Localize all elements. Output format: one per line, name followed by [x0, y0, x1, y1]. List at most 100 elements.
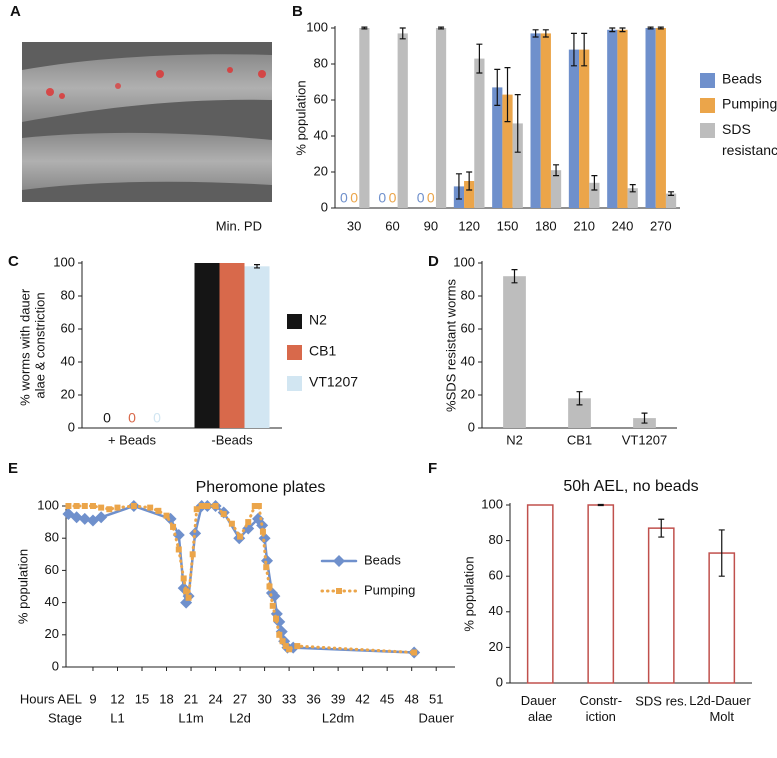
micrograph — [22, 42, 272, 202]
marker — [175, 546, 182, 553]
x-tick-label: 9 — [89, 691, 96, 706]
error-bar — [581, 32, 588, 67]
y-tick-label: 40 — [461, 353, 475, 368]
marker — [245, 519, 252, 526]
y-tick-label: 20 — [61, 386, 75, 401]
marker — [204, 503, 211, 509]
x-tick-label: 15 — [135, 691, 149, 706]
marker — [259, 528, 266, 535]
line — [67, 504, 416, 654]
value-label: 0 — [417, 190, 425, 206]
y-tick-label: 80 — [61, 287, 75, 302]
error-bar — [438, 26, 445, 30]
marker — [282, 643, 289, 650]
bar — [492, 87, 503, 208]
y-tick-label: 60 — [61, 320, 75, 335]
bar — [568, 49, 580, 208]
bar — [540, 33, 551, 209]
error-bar — [532, 29, 539, 38]
bar — [645, 28, 656, 208]
legend-label: CB1 — [309, 343, 336, 359]
value-label: 0 — [128, 410, 136, 426]
x-tick-label: 33 — [282, 691, 296, 706]
bar — [647, 527, 675, 684]
y-tick-label: 0 — [68, 419, 75, 434]
bar — [655, 28, 666, 208]
y-tick-label: 80 — [45, 530, 59, 545]
y-axis-label: % population — [293, 80, 308, 155]
x-tick-label: 150 — [497, 218, 519, 233]
y-tick-label: 0 — [496, 674, 503, 689]
value-label: 0 — [103, 410, 111, 426]
error-bar — [609, 27, 616, 33]
marker — [276, 631, 283, 638]
x-tick-label: 42 — [355, 691, 369, 706]
marker — [114, 504, 121, 511]
marker — [273, 615, 280, 622]
marker — [130, 503, 137, 509]
y-tick-label: 60 — [489, 568, 503, 583]
bar — [589, 182, 600, 208]
marker — [81, 503, 88, 509]
bar — [526, 504, 554, 684]
x-tick-label: VT1207 — [622, 432, 668, 447]
legend-label: Beads — [364, 552, 401, 567]
stage: L1 — [110, 710, 124, 725]
legend-label: N2 — [309, 312, 327, 328]
y-tick-label: 20 — [45, 626, 59, 641]
x-tick-label: 30 — [347, 218, 361, 233]
value-label: 0 — [153, 410, 161, 426]
marker — [106, 506, 113, 513]
y-tick-label: 60 — [461, 320, 475, 335]
marker — [170, 523, 177, 530]
y-tick-label: 100 — [53, 254, 75, 269]
marker — [255, 503, 262, 509]
panel-label: D — [428, 253, 439, 270]
y-tick-label: 40 — [45, 594, 59, 609]
y-tick-label: 60 — [314, 91, 328, 106]
marker — [212, 503, 219, 509]
bar — [568, 398, 591, 428]
y-axis-label: % population — [15, 549, 30, 624]
marker — [228, 520, 235, 527]
marker — [220, 511, 227, 518]
stage: L2d — [229, 710, 251, 725]
y-tick-label: 0 — [468, 419, 475, 434]
error-bar — [629, 184, 636, 193]
x-tick-label: 45 — [380, 691, 394, 706]
error-bar — [542, 29, 549, 38]
legend-swatch — [700, 98, 715, 113]
stage: L2dm — [322, 710, 355, 725]
legend-label: Pumping — [364, 582, 415, 597]
error-bar — [718, 529, 725, 577]
bar — [665, 193, 677, 208]
marker — [180, 575, 187, 582]
marker — [286, 646, 293, 653]
y-tick-label: 100 — [37, 497, 59, 512]
marker — [198, 503, 205, 509]
x-axis-label: Min. PD — [216, 218, 262, 233]
bar — [587, 504, 615, 684]
y-axis-label: %SDS resistant worms — [443, 279, 458, 412]
marker — [193, 506, 200, 513]
bar — [244, 266, 270, 428]
x-tick-label: N2 — [506, 432, 523, 447]
bar — [530, 33, 541, 209]
error-bar — [254, 264, 260, 269]
y-tick-label: 20 — [461, 386, 475, 401]
x-tick-label: 210 — [573, 218, 595, 233]
marker — [183, 588, 190, 595]
x-tick-label: 48 — [404, 691, 418, 706]
bar — [474, 58, 485, 208]
value-label: 0 — [427, 190, 435, 206]
x-tick-label: -Beads — [211, 432, 253, 447]
error-bar — [361, 26, 368, 30]
marker — [237, 533, 244, 540]
y-tick-label: 40 — [61, 353, 75, 368]
marker — [189, 551, 196, 558]
panel-label: A — [10, 3, 21, 20]
bar — [550, 170, 562, 208]
error-bar — [455, 173, 462, 200]
x-tick-label: + Beads — [108, 432, 157, 447]
stage: L1m — [178, 710, 203, 725]
